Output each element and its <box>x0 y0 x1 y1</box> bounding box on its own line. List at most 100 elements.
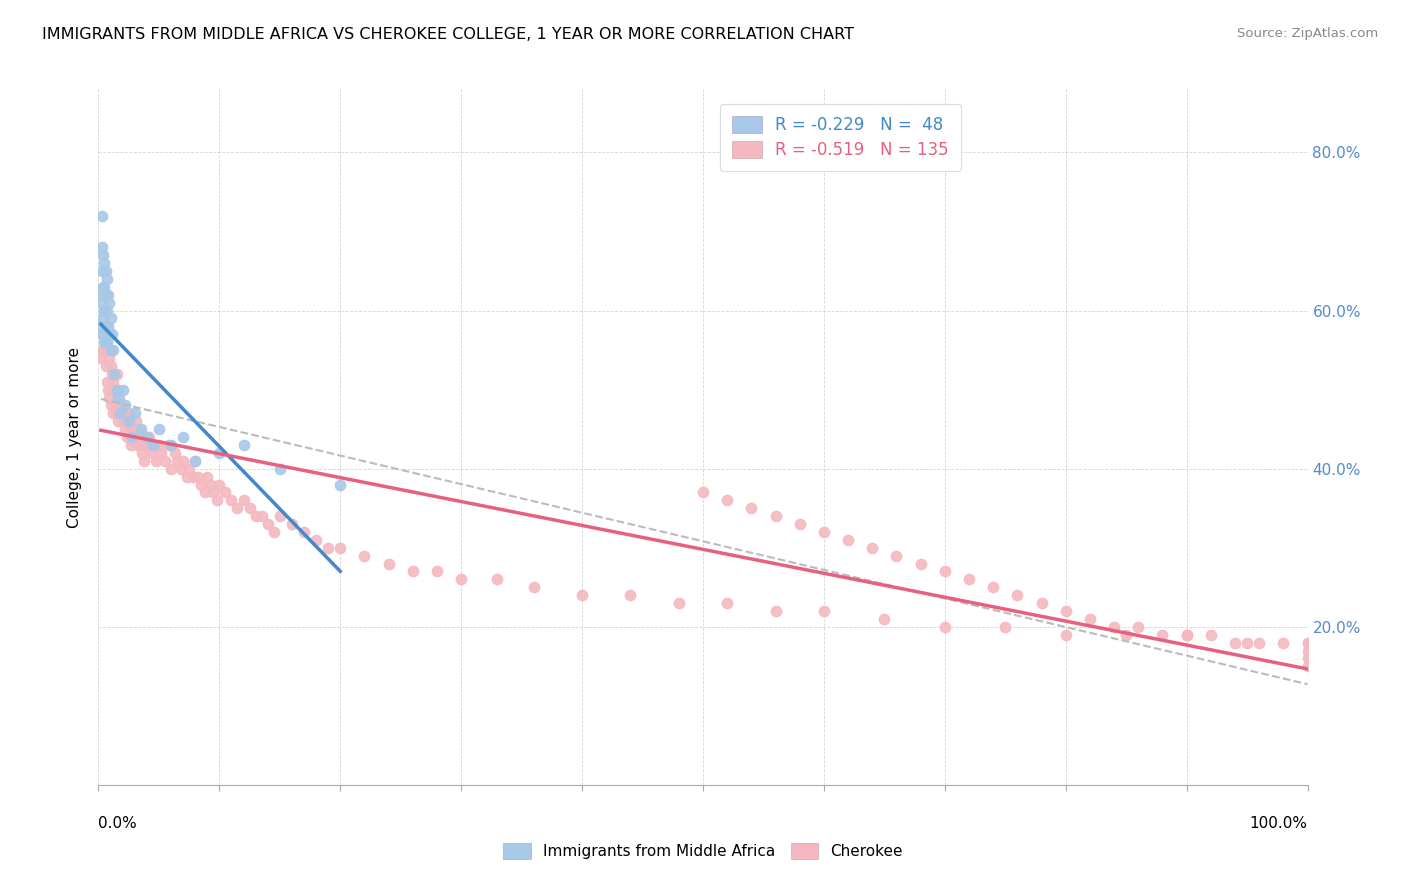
Point <box>160 438 183 452</box>
Point <box>305 533 328 547</box>
Point <box>108 406 131 420</box>
Point <box>143 438 166 452</box>
Point <box>934 620 956 634</box>
Point <box>1272 635 1295 649</box>
Point <box>1128 620 1150 634</box>
Point <box>101 406 124 420</box>
Point <box>200 477 222 491</box>
Point <box>190 477 212 491</box>
Point <box>1175 628 1198 642</box>
Point <box>90 319 112 334</box>
Point <box>172 430 194 444</box>
Point <box>181 469 204 483</box>
Point <box>97 343 120 357</box>
Point <box>981 580 1004 594</box>
Point <box>221 493 243 508</box>
Point <box>668 596 690 610</box>
Point <box>1054 604 1077 618</box>
Point <box>115 414 138 428</box>
Point <box>127 438 149 452</box>
Point <box>1007 588 1029 602</box>
Point <box>1296 659 1319 673</box>
Point <box>98 295 121 310</box>
Point <box>101 343 124 357</box>
Point <box>112 406 135 420</box>
Point <box>957 573 980 587</box>
Point <box>486 573 509 587</box>
Point <box>97 287 120 301</box>
Point <box>100 311 122 326</box>
Point <box>195 469 218 483</box>
Point <box>93 303 115 318</box>
Point <box>292 524 315 539</box>
Point <box>202 485 225 500</box>
Point <box>239 501 262 516</box>
Point <box>91 343 114 357</box>
Point <box>765 604 787 618</box>
Point <box>692 485 714 500</box>
Point <box>96 335 118 350</box>
Point <box>94 287 117 301</box>
Point <box>98 327 121 342</box>
Point <box>426 565 449 579</box>
Point <box>813 604 835 618</box>
Point <box>169 461 191 475</box>
Point <box>1296 635 1319 649</box>
Point <box>91 248 114 262</box>
Point <box>91 280 114 294</box>
Point <box>184 454 207 468</box>
Point <box>118 422 141 436</box>
Point <box>873 612 896 626</box>
Point <box>163 446 186 460</box>
Point <box>121 422 143 436</box>
Point <box>91 311 114 326</box>
Point <box>134 454 156 468</box>
Point <box>450 573 472 587</box>
Text: IMMIGRANTS FROM MIDDLE AFRICA VS CHEROKEE COLLEGE, 1 YEAR OR MORE CORRELATION CH: IMMIGRANTS FROM MIDDLE AFRICA VS CHEROKE… <box>42 27 855 42</box>
Point <box>108 406 131 420</box>
Point <box>100 359 122 373</box>
Point <box>117 430 139 444</box>
Point <box>1054 628 1077 642</box>
Point <box>118 406 141 420</box>
Point <box>93 280 115 294</box>
Point <box>353 549 375 563</box>
Point <box>1152 628 1174 642</box>
Point <box>153 454 176 468</box>
Point <box>886 549 908 563</box>
Point <box>187 469 209 483</box>
Point <box>131 446 153 460</box>
Point <box>245 509 267 524</box>
Point <box>1115 628 1137 642</box>
Point <box>1296 643 1319 657</box>
Point <box>118 414 141 428</box>
Point <box>281 516 304 531</box>
Point <box>96 303 118 318</box>
Point <box>91 240 114 254</box>
Legend: Immigrants from Middle Africa, Cherokee: Immigrants from Middle Africa, Cherokee <box>496 835 910 866</box>
Point <box>1223 635 1246 649</box>
Point <box>860 541 883 555</box>
Point <box>114 422 136 436</box>
Y-axis label: College, 1 year or more: College, 1 year or more <box>67 347 83 527</box>
Point <box>402 565 425 579</box>
Point <box>145 454 167 468</box>
Point <box>111 414 134 428</box>
Text: Source: ZipAtlas.com: Source: ZipAtlas.com <box>1237 27 1378 40</box>
Point <box>93 256 115 270</box>
Point <box>765 509 787 524</box>
Point <box>263 524 285 539</box>
Point <box>103 367 125 381</box>
Point <box>93 343 115 357</box>
Point <box>329 541 352 555</box>
Point <box>179 461 201 475</box>
Point <box>125 414 148 428</box>
Point <box>97 319 120 334</box>
Point <box>1199 628 1222 642</box>
Point <box>1175 628 1198 642</box>
Point <box>124 406 146 420</box>
Point <box>619 588 641 602</box>
Point <box>205 493 228 508</box>
Point <box>91 327 114 342</box>
Point <box>91 209 114 223</box>
